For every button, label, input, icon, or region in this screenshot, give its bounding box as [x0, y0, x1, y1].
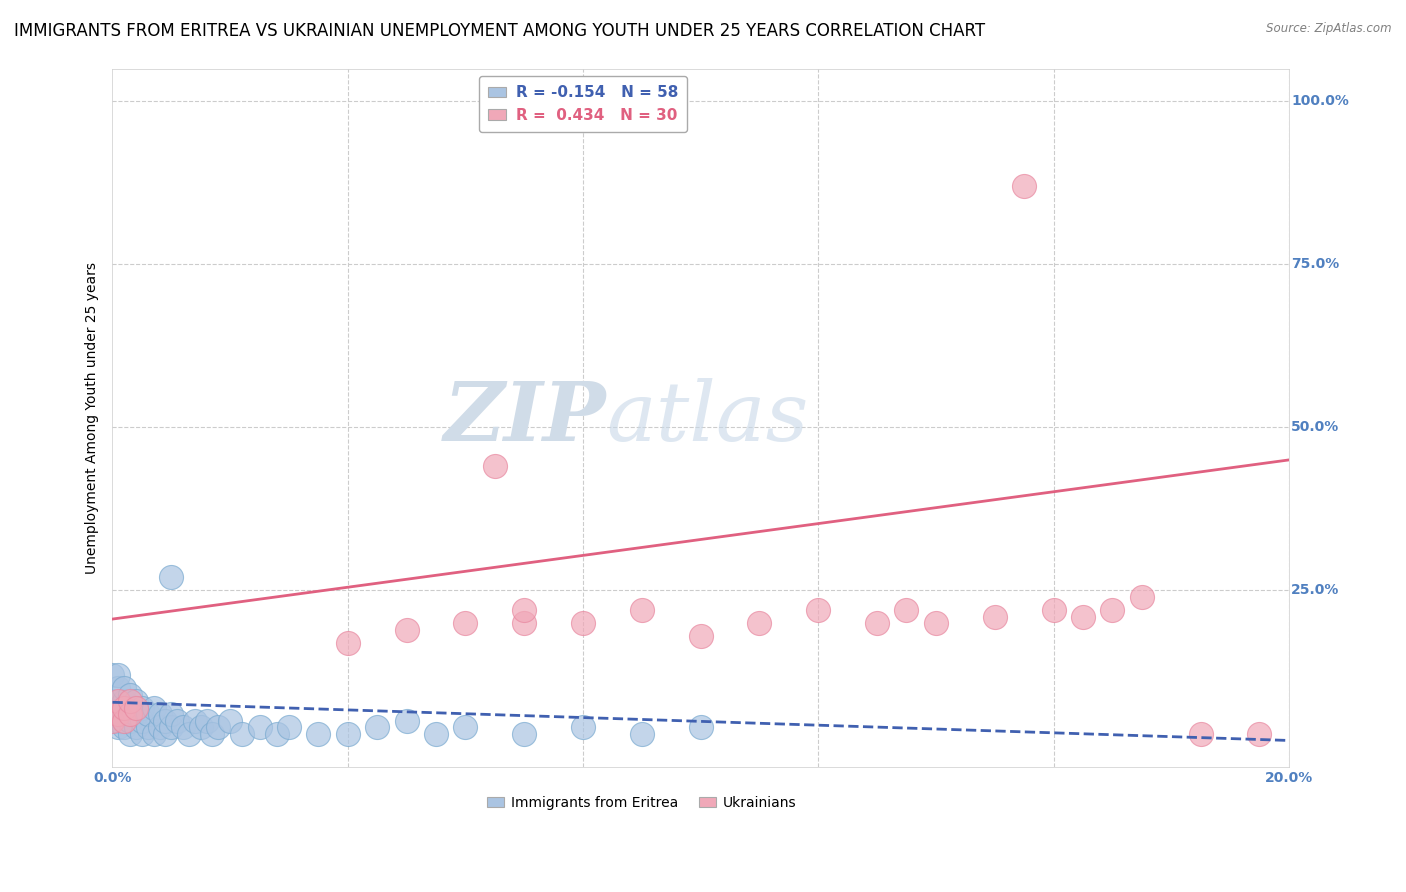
Point [107, 668, 129, 682]
Point [336, 727, 359, 741]
Point [107, 694, 129, 708]
Point [572, 615, 595, 630]
Text: 50.0%: 50.0% [1291, 420, 1340, 434]
Point [107, 720, 129, 734]
Point [1071, 609, 1094, 624]
Point [195, 714, 218, 728]
Point [101, 694, 124, 708]
Point [112, 707, 135, 722]
Point [166, 714, 188, 728]
Point [112, 714, 135, 728]
Point [112, 681, 135, 696]
Point [112, 701, 135, 715]
Point [120, 688, 142, 702]
Point [231, 727, 253, 741]
Point [249, 720, 271, 734]
Point [1101, 603, 1123, 617]
Point [1012, 178, 1035, 193]
Point [101, 668, 124, 682]
Point [120, 714, 142, 728]
Text: Source: ZipAtlas.com: Source: ZipAtlas.com [1267, 22, 1392, 36]
Point [155, 727, 177, 741]
Point [101, 714, 124, 728]
Point [689, 720, 711, 734]
Y-axis label: Unemployment Among Youth under 25 years: Unemployment Among Youth under 25 years [86, 261, 100, 574]
Point [1249, 727, 1271, 741]
Point [748, 615, 770, 630]
Point [307, 727, 329, 741]
Point [142, 727, 165, 741]
Point [454, 615, 477, 630]
Point [136, 720, 159, 734]
Point [454, 720, 477, 734]
Point [160, 707, 183, 722]
Point [207, 720, 229, 734]
Point [125, 707, 148, 722]
Point [366, 720, 388, 734]
Point [125, 720, 148, 734]
Point [148, 720, 170, 734]
Text: atlas: atlas [606, 377, 808, 458]
Point [983, 609, 1005, 624]
Point [131, 714, 153, 728]
Point [112, 714, 135, 728]
Point [807, 603, 830, 617]
Point [136, 707, 159, 722]
Point [148, 707, 170, 722]
Point [155, 714, 177, 728]
Point [101, 707, 124, 722]
Point [201, 727, 224, 741]
Point [107, 681, 129, 696]
Point [172, 720, 194, 734]
Point [219, 714, 242, 728]
Text: 25.0%: 25.0% [1291, 583, 1340, 598]
Point [107, 701, 129, 715]
Legend: Immigrants from Eritrea, Ukrainians: Immigrants from Eritrea, Ukrainians [482, 790, 801, 815]
Point [395, 714, 418, 728]
Point [925, 615, 948, 630]
Point [572, 720, 595, 734]
Point [160, 570, 183, 584]
Point [120, 727, 142, 741]
Point [513, 603, 536, 617]
Point [484, 459, 506, 474]
Point [1130, 590, 1153, 604]
Text: ZIP: ZIP [444, 377, 606, 458]
Text: 75.0%: 75.0% [1291, 257, 1340, 271]
Point [689, 629, 711, 643]
Point [278, 720, 301, 734]
Point [1189, 727, 1212, 741]
Point [125, 701, 148, 715]
Point [395, 623, 418, 637]
Point [630, 603, 652, 617]
Point [160, 720, 183, 734]
Point [120, 694, 142, 708]
Point [112, 694, 135, 708]
Point [120, 707, 142, 722]
Point [112, 720, 135, 734]
Point [425, 727, 447, 741]
Point [336, 635, 359, 649]
Point [866, 615, 889, 630]
Point [513, 727, 536, 741]
Point [630, 727, 652, 741]
Point [131, 701, 153, 715]
Point [107, 714, 129, 728]
Point [142, 701, 165, 715]
Point [513, 615, 536, 630]
Point [190, 720, 212, 734]
Point [1042, 603, 1064, 617]
Text: IMMIGRANTS FROM ERITREA VS UKRAINIAN UNEMPLOYMENT AMONG YOUTH UNDER 25 YEARS COR: IMMIGRANTS FROM ERITREA VS UKRAINIAN UNE… [14, 22, 986, 40]
Point [107, 707, 129, 722]
Point [131, 727, 153, 741]
Point [266, 727, 288, 741]
Point [107, 707, 129, 722]
Point [896, 603, 918, 617]
Text: 100.0%: 100.0% [1291, 95, 1348, 108]
Point [184, 714, 207, 728]
Point [125, 694, 148, 708]
Point [120, 701, 142, 715]
Point [177, 727, 200, 741]
Point [101, 714, 124, 728]
